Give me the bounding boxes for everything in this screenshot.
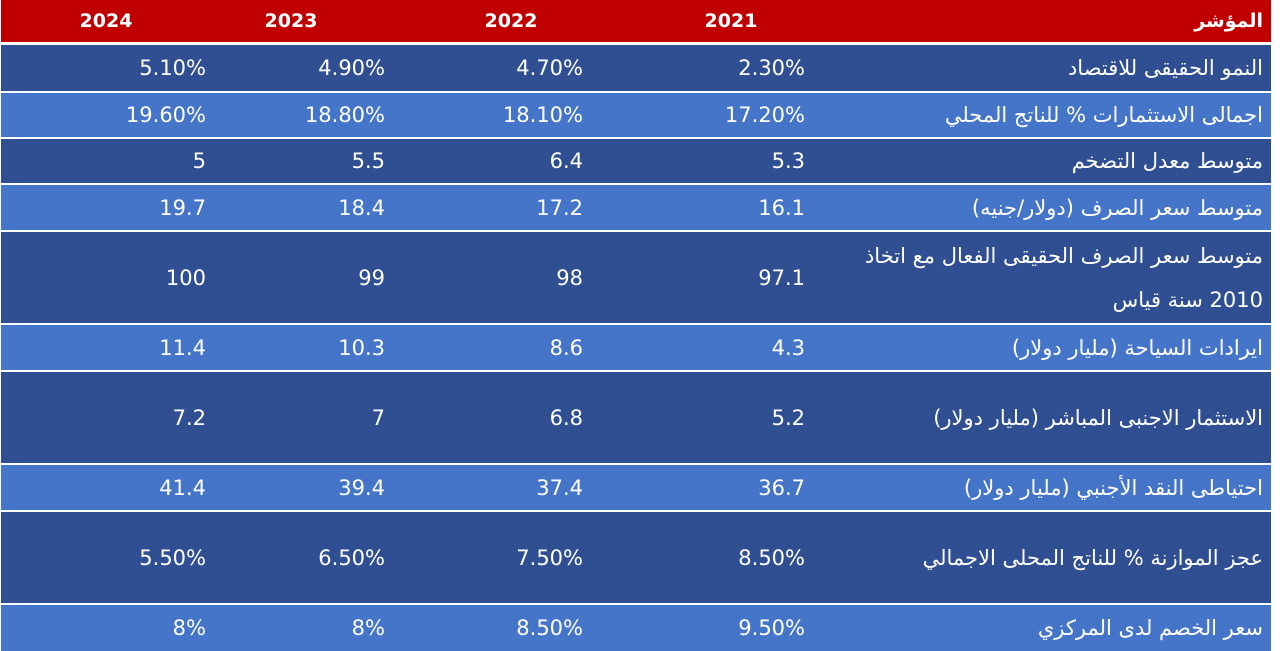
row-indicator: اجمالى الاستثمارات % للناتج المحلي	[944, 103, 1263, 127]
row-indicator: الاستثمار الاجنبى المباشر (مليار دولار)	[933, 405, 1263, 430]
row-value-2021: 5.3	[771, 149, 805, 173]
row-value-2021: 2.30%	[738, 56, 805, 80]
row-value-2022: 4.70%	[516, 56, 583, 80]
row-value-2021: 8.50%	[738, 545, 805, 570]
row-value-2021: 17.20%	[724, 103, 805, 127]
row-value-2024: 7.2	[172, 405, 206, 430]
row-value-2023: 39.4	[338, 475, 385, 500]
header-year-2022: 2022	[484, 10, 538, 32]
row-value-2024: 5.10%	[139, 56, 206, 80]
row-value-2024: 11.4	[159, 335, 206, 360]
table-row: ايرادات السياحة (مليار دولار) 4.3 8.6 10…	[1, 325, 1271, 372]
row-value-2021: 9.50%	[738, 616, 805, 640]
row-value-2023: 4.90%	[318, 56, 385, 80]
table-row: الاستثمار الاجنبى المباشر (مليار دولار) …	[1, 372, 1271, 465]
row-value-2024: 8%	[172, 616, 206, 640]
row-value-2024: 5	[192, 149, 206, 173]
header-separator	[1, 42, 1271, 45]
row-indicator: النمو الحقيقى للاقتصاد	[1067, 56, 1263, 80]
row-value-2023: 8%	[351, 616, 385, 640]
row-value-2023: 99	[358, 265, 385, 290]
table-row: احتياطى النقد الأجنبي (مليار دولار) 36.7…	[1, 465, 1271, 512]
row-indicator: ايرادات السياحة (مليار دولار)	[1011, 335, 1263, 360]
row-value-2021: 16.1	[758, 195, 805, 220]
row-value-2022: 8.6	[549, 335, 583, 360]
row-value-2022: 6.4	[549, 149, 583, 173]
row-value-2023: 7	[371, 405, 385, 430]
row-value-2022: 98	[556, 265, 583, 290]
table-row: سعر الخصم لدى المركزي 9.50% 8.50% 8% 8%	[1, 605, 1271, 651]
row-value-2022: 18.10%	[502, 103, 583, 127]
table-row: اجمالى الاستثمارات % للناتج المحلي 17.20…	[1, 93, 1271, 139]
row-value-2024: 41.4	[159, 475, 206, 500]
row-indicator: سعر الخصم لدى المركزي	[1037, 616, 1263, 640]
row-value-2022: 6.8	[549, 405, 583, 430]
table-row: عجز الموازنة % للناتج المحلى الاجمالي 8.…	[1, 512, 1271, 605]
row-value-2023: 18.80%	[304, 103, 385, 127]
header-year-2024: 2024	[79, 10, 133, 32]
row-value-2023: 6.50%	[318, 545, 385, 570]
row-value-2023: 5.5	[351, 149, 385, 173]
row-value-2021: 97.1	[758, 265, 805, 290]
table-header: المؤشر 2021 2022 2023 2024	[1, 0, 1271, 42]
row-indicator: متوسط معدل التضخم	[1071, 149, 1263, 173]
table-row: متوسط معدل التضخم 5.3 6.4 5.5 5	[1, 139, 1271, 185]
row-indicator: احتياطى النقد الأجنبي (مليار دولار)	[963, 475, 1263, 500]
row-value-2022: 17.2	[536, 195, 583, 220]
header-indicator: المؤشر	[1194, 10, 1263, 32]
row-value-2024: 19.7	[159, 195, 206, 220]
row-indicator: عجز الموازنة % للناتج المحلى الاجمالي	[922, 545, 1263, 570]
row-value-2023: 18.4	[338, 195, 385, 220]
row-value-2021: 5.2	[771, 405, 805, 430]
header-year-2023: 2023	[264, 10, 318, 32]
row-value-2022: 37.4	[536, 475, 583, 500]
row-value-2021: 4.3	[771, 335, 805, 360]
row-value-2023: 10.3	[338, 335, 385, 360]
table-row: متوسط سعر الصرف الحقيقى الفعال مع اتخاذ …	[1, 232, 1271, 325]
row-value-2024: 5.50%	[139, 545, 206, 570]
row-value-2022: 8.50%	[516, 616, 583, 640]
row-value-2024: 100	[165, 265, 206, 290]
row-indicator: متوسط سعر الصرف (دولار/جنيه)	[971, 195, 1263, 220]
table-row: النمو الحقيقى للاقتصاد 2.30% 4.70% 4.90%…	[1, 45, 1271, 93]
row-value-2021: 36.7	[758, 475, 805, 500]
row-value-2022: 7.50%	[516, 545, 583, 570]
row-indicator: متوسط سعر الصرف الحقيقى الفعال مع اتخاذ …	[864, 243, 1263, 312]
header-year-2021: 2021	[704, 10, 758, 32]
table-row: متوسط سعر الصرف (دولار/جنيه) 16.1 17.2 1…	[1, 185, 1271, 232]
row-value-2024: 19.60%	[125, 103, 206, 127]
